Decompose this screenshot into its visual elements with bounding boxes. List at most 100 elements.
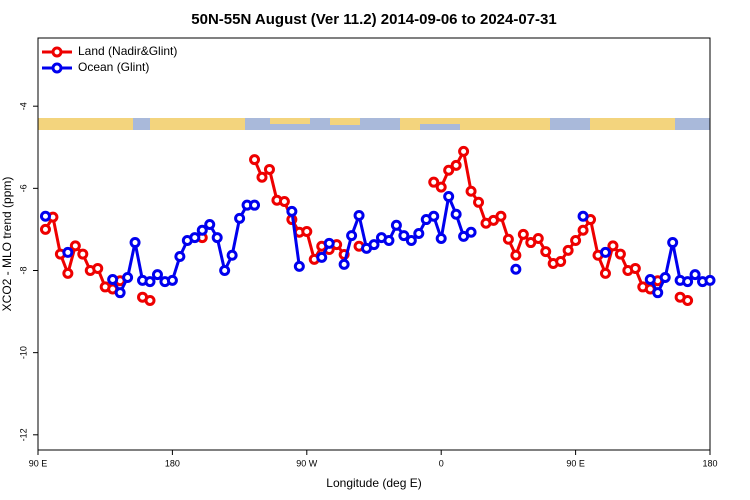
data-point: [196, 224, 208, 236]
data-point: [443, 191, 455, 203]
data-point: [450, 208, 462, 220]
data-point: [443, 164, 455, 176]
data-point: [458, 145, 470, 157]
data-point: [151, 269, 163, 281]
data-point: [346, 230, 358, 242]
data-point: [390, 219, 402, 231]
data-point: [107, 274, 119, 286]
data-point: [69, 240, 81, 252]
data-point: [428, 210, 440, 222]
data-point: [166, 274, 178, 286]
data-point: [278, 195, 290, 207]
data-point: [405, 235, 417, 247]
y-tick-label: -12: [18, 428, 28, 441]
data-point: [607, 240, 619, 252]
x-tick-label: 90 W: [296, 458, 318, 468]
x-tick-label: 90 E: [29, 458, 48, 468]
data-point: [249, 199, 261, 211]
data-point: [517, 228, 529, 240]
data-point: [353, 209, 365, 221]
data-point: [129, 237, 141, 249]
data-point: [398, 230, 410, 242]
x-tick-label: 90 E: [566, 458, 585, 468]
data-point: [316, 251, 328, 263]
data-point: [473, 196, 485, 208]
data-point: [577, 210, 589, 222]
data-point: [77, 248, 89, 260]
data-point: [599, 246, 611, 258]
data-point: [174, 251, 186, 263]
data-point: [211, 232, 223, 244]
legend-label: Ocean (Glint): [78, 60, 149, 74]
data-point: [495, 210, 507, 222]
data-point: [570, 235, 582, 247]
data-point: [689, 269, 701, 281]
data-point: [323, 237, 335, 249]
data-point: [263, 163, 275, 175]
y-axis-label: XCO2 - MLO trend (ppm): [0, 177, 14, 312]
data-point: [301, 225, 313, 237]
data-point: [599, 267, 611, 279]
data-point: [510, 263, 522, 275]
chart-title: 50N-55N August (Ver 11.2) 2014-09-06 to …: [191, 11, 556, 28]
data-point: [532, 232, 544, 244]
x-tick-label: 180: [165, 458, 180, 468]
data-point: [293, 260, 305, 272]
data-point: [555, 255, 567, 267]
data-point: [383, 235, 395, 247]
data-point: [629, 262, 641, 274]
data-point: [435, 181, 447, 193]
data-point: [413, 228, 425, 240]
data-point: [428, 176, 440, 188]
data-point: [234, 212, 246, 224]
data-point: [286, 205, 298, 217]
series-line: [111, 191, 711, 296]
x-axis-label: Longitude (deg E): [326, 476, 421, 490]
data-point: [144, 276, 156, 288]
legend-label: Land (Nadir&Glint): [78, 44, 177, 58]
data-point: [435, 232, 447, 244]
data-point: [92, 262, 104, 274]
data-point: [144, 294, 156, 306]
data-point: [62, 267, 74, 279]
legend-marker: [51, 46, 63, 58]
data-point: [614, 248, 626, 260]
data-point: [682, 294, 694, 306]
data-point: [682, 276, 694, 288]
x-tick-label: 180: [702, 458, 717, 468]
plot-frame: [37, 37, 711, 451]
data-point: [122, 271, 134, 283]
data-point: [189, 232, 201, 244]
data-point: [644, 274, 656, 286]
data-point: [562, 244, 574, 256]
data-point: [226, 249, 238, 261]
y-tick-label: -10: [18, 346, 28, 359]
data-point: [450, 159, 462, 171]
data-point: [39, 223, 51, 235]
x-tick-label: 0: [439, 458, 444, 468]
data-point: [704, 274, 716, 286]
data-point: [540, 246, 552, 258]
legend-marker: [51, 62, 63, 74]
data-point: [577, 224, 589, 236]
y-tick-label: -8: [18, 266, 28, 274]
y-tick-label: -6: [18, 184, 28, 192]
data-point: [465, 185, 477, 197]
data-point: [652, 287, 664, 299]
data-point: [39, 210, 51, 222]
data-point: [368, 239, 380, 251]
data-point: [219, 264, 231, 276]
data-point: [510, 249, 522, 261]
data-point: [659, 271, 671, 283]
data-point: [62, 246, 74, 258]
data-point: [114, 287, 126, 299]
y-tick-label: -4: [18, 102, 28, 110]
data-point: [667, 237, 679, 249]
data-point: [465, 226, 477, 238]
data-point: [204, 218, 216, 230]
data-point: [502, 233, 514, 245]
map-strip: [38, 118, 710, 130]
data-point: [249, 154, 261, 166]
data-point: [338, 258, 350, 270]
